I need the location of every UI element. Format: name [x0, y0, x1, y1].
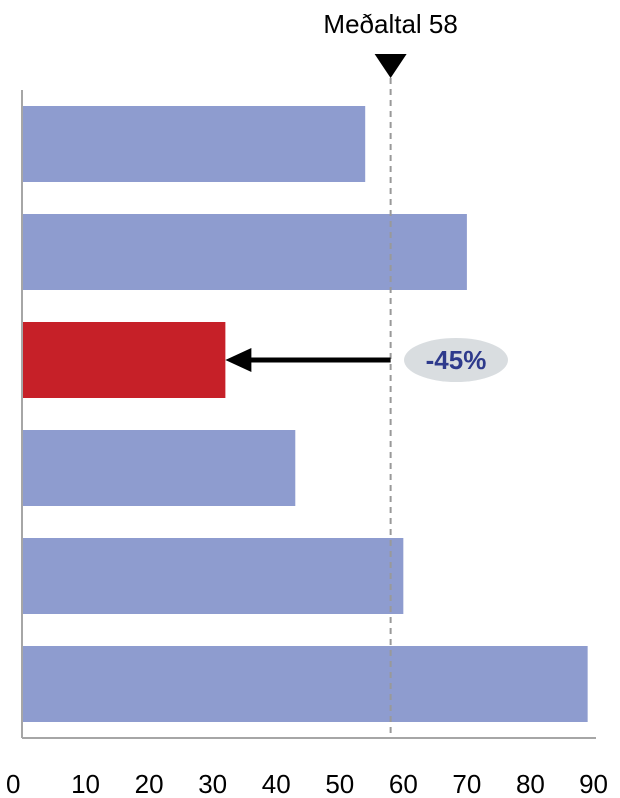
bar [23, 646, 588, 722]
callout-label: -45% [426, 345, 487, 375]
x-tick-label: 30 [198, 769, 227, 798]
x-tick-label: 50 [325, 769, 354, 798]
bar [23, 214, 467, 290]
bar [23, 430, 296, 506]
bar [23, 106, 366, 182]
x-tick-label: 10 [71, 769, 100, 798]
callout-badge [404, 338, 508, 382]
average-marker-icon [374, 54, 407, 78]
average-label: Meðaltal 58 [323, 9, 457, 39]
bars-group [23, 106, 588, 722]
x-tick-labels: 0 10 20 30 40 50 60 70 80 90 [6, 769, 608, 798]
x-tick-label: 80 [516, 769, 545, 798]
x-tick-label: 90 [579, 769, 608, 798]
arrow-left-icon [225, 348, 252, 372]
x-tick-label: 0 [6, 769, 20, 798]
bar [23, 538, 404, 614]
x-tick-label: 60 [389, 769, 418, 798]
x-tick-label: 70 [452, 769, 481, 798]
bar-highlighted [23, 322, 226, 398]
x-tick-label: 40 [262, 769, 291, 798]
x-tick-label: 20 [135, 769, 164, 798]
